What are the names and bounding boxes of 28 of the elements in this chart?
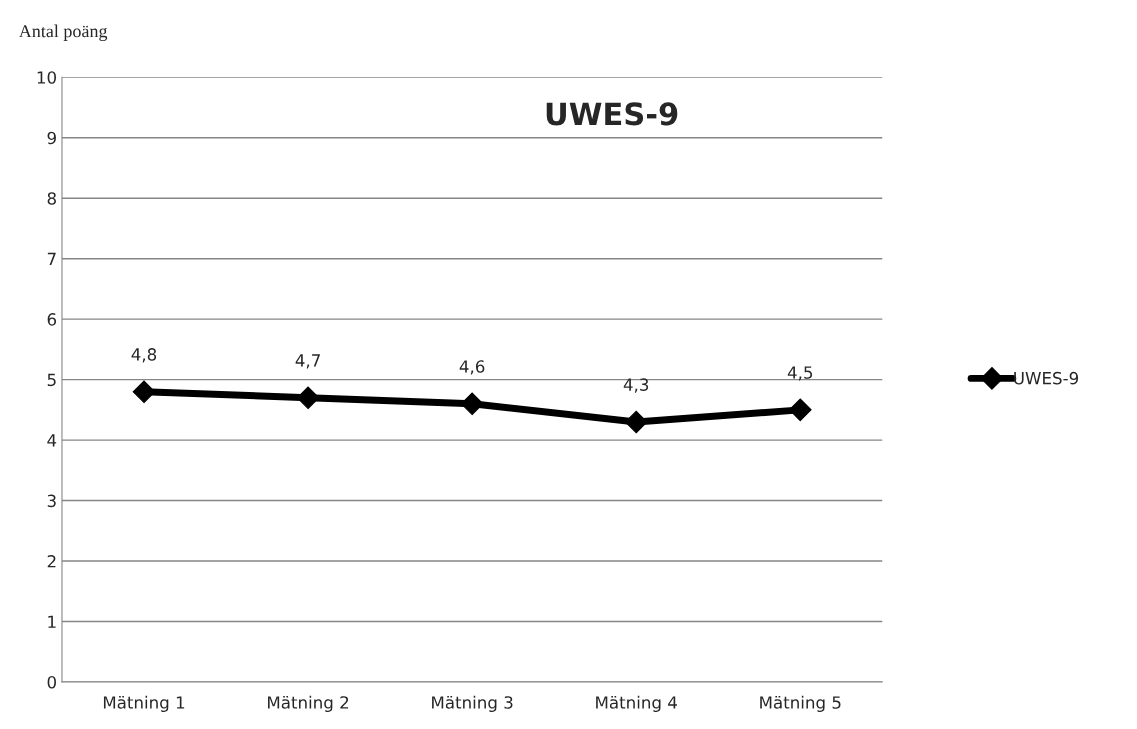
data-label: 4,3 (623, 378, 649, 393)
y-tick-label: 3 (47, 494, 56, 508)
y-tick-label: 0 (47, 675, 56, 689)
point (296, 386, 320, 410)
data-label: 4,7 (295, 354, 320, 369)
y-axis-title: Antal poäng (18, 24, 108, 42)
point (460, 392, 484, 416)
data-label: 4,6 (459, 360, 485, 375)
x-tick-label: Mätning 3 (432, 695, 513, 712)
text: UWES-9 (546, 102, 678, 126)
point (132, 380, 156, 404)
x-tick-label: Mätning 1 (103, 695, 185, 712)
y-tick-label: 4 (47, 434, 57, 447)
y-tick-label: 7 (47, 252, 56, 266)
point (788, 398, 812, 422)
y-tick-label: 5 (47, 373, 56, 387)
y-tick-label: 9 (47, 131, 56, 145)
x-tick-label: Mätning 4 (596, 695, 677, 712)
x-tick-label: Mätning 2 (268, 695, 349, 712)
y-tick-label: 6 (47, 313, 57, 326)
point (624, 410, 648, 434)
data-label: 4,5 (787, 366, 813, 381)
data-label: 4,8 (131, 348, 157, 363)
y-tick-label: 8 (47, 192, 56, 205)
y-tick-label: 10 (37, 71, 56, 84)
y-tick-label: 2 (47, 555, 56, 568)
x-tick-label: Mätning 5 (760, 695, 841, 712)
y-tick-label: 1 (48, 615, 56, 628)
